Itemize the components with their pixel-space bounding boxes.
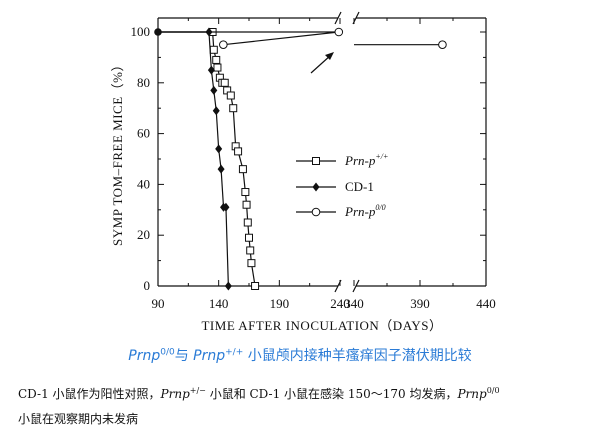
top-axis-break-mark-1 [334,11,342,25]
y-tick-label: 80 [137,75,150,90]
series-line [158,31,339,46]
arrow-shaft [310,54,332,74]
data-point [212,106,220,116]
caption-body-gene-1: Prnp [160,387,190,401]
legend-marker [312,157,320,165]
caption-gene-1: Prnp [128,348,161,364]
caption-gene-2-sup: +/+ [225,347,244,358]
figure-caption-body: CD-1 小鼠作为阳性对照，Prnp+/− 小鼠和 CD-1 小鼠在感染 150… [18,378,593,432]
data-point [229,104,238,113]
series-1 [158,27,232,291]
data-point [213,63,222,72]
x-axis-break-mark-2 [352,279,360,293]
data-point [243,218,252,227]
caption-gene-1-sup: 0/0 [160,347,175,358]
caption-body-c: 小鼠和 CD-1 小鼠在感染 150～170 均发病， [205,387,458,401]
data-point [210,85,218,95]
caption-mid: 与 [174,348,194,364]
data-point [241,188,250,197]
legend-label: CD-1 [345,179,374,194]
data-point [220,78,229,87]
arrow-head [325,52,334,60]
x-tick-label: 140 [209,296,229,311]
x-tick-label: 240 [330,296,350,311]
data-point [217,164,225,174]
data-point [246,246,255,255]
x-tick-label: 390 [410,296,430,311]
series-2 [158,27,447,50]
data-point [224,281,232,291]
caption-gene-2: Prnp [193,348,226,364]
data-point [251,282,260,290]
data-point [226,91,235,100]
legend-label: Prn-p0/0 [344,203,386,219]
caption-title-rest: 小鼠颅内接种羊瘙痒因子潜伏期比较 [243,348,472,364]
data-point [219,40,228,50]
y-tick-label: 0 [144,278,151,293]
y-tick-label: 60 [137,126,150,141]
data-point [207,65,215,75]
y-tick-label: 20 [137,227,150,242]
data-point [334,27,344,37]
data-point [222,202,230,212]
legend-label-base: Prn-p [344,204,376,219]
y-tick-label: 100 [131,24,151,39]
x-tick-label: 340 [344,296,364,311]
figure-caption-title: Prnp0/0与 Prnp+/+ 小鼠颅内接种羊瘙痒因子潜伏期比较 [0,345,600,365]
series-line [158,31,256,287]
legend-marker [311,207,321,217]
annotation-arrow [310,52,334,74]
legend-label-sup: +/+ [375,152,388,161]
caption-body-gene-1-sup: +/− [189,386,206,395]
legend-label-sup: 0/0 [375,203,385,212]
legend-marker [312,182,320,192]
x-tick-label: 90 [152,296,165,311]
start-point [154,28,162,36]
caption-body-e: 小鼠在观察期内未发病 [18,412,139,426]
caption-body-a: CD-1 小鼠作为阳性对照， [18,387,161,401]
data-point [234,147,243,156]
data-point [247,259,256,268]
x-tick-label: 190 [270,296,290,311]
x-tick-label: 440 [476,296,496,311]
caption-body-gene-2-sup: 0/0 [486,386,500,395]
series-layer [154,27,447,291]
series-0 [158,28,260,290]
data-point [215,144,223,154]
data-point [245,233,253,242]
legend-label-base: Prn-p [344,153,376,168]
data-point [438,40,447,50]
legend-label: Prn-p+/+ [344,152,388,168]
caption-body-gene-2: Prnp [457,387,487,401]
data-point [209,45,218,54]
y-axis-label: SYMP TOM–FREE MICE（%） [110,58,125,246]
y-tick-label: 40 [137,176,150,191]
data-point [238,165,247,174]
plot-frame [157,11,487,293]
x-axis-label: TIME AFTER INOCULATION（DAYS） [201,318,442,333]
data-point [212,55,221,64]
data-point [242,200,251,209]
